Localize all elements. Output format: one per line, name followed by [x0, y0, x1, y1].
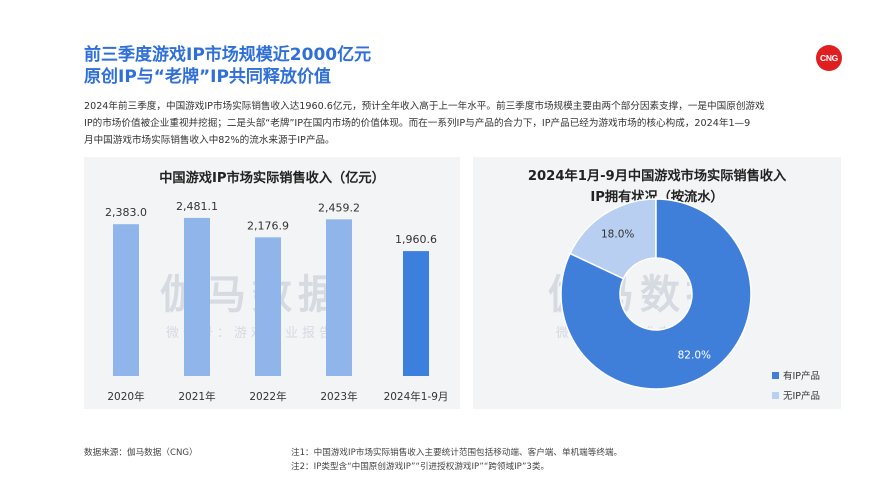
bar-value-label-4: 1,960.6: [395, 233, 437, 246]
donut-slice-0: [560, 198, 752, 390]
bar-chart-title: 中国游戏IP市场实际销售收入（亿元）: [159, 171, 385, 186]
footnote-1: 注1：中国游戏IP市场实际销售收入主要统计范围包括移动端、客户端、单机端等终端。: [291, 448, 623, 458]
page-title: 前三季度游戏IP市场规模近2000亿元 原创IP与“老牌”IP共同释放价值: [84, 44, 371, 88]
intro-paragraph: 2024年前三季度，中国游戏IP市场实际销售收入达1960.6亿元，预计全年收入…: [84, 98, 824, 149]
category-label-2: 2022年: [249, 390, 286, 403]
donut-value-label-1: 18.0%: [601, 229, 634, 241]
intro-line-1: 2024年前三季度，中国游戏IP市场实际销售收入达1960.6亿元，预计全年收入…: [84, 101, 765, 112]
bar-value-label-0: 2,383.0: [105, 206, 147, 219]
bar-value-label-1: 2,481.1: [176, 200, 218, 213]
data-source: 数据来源：伽马数据（CNG）: [84, 448, 198, 458]
legend-label-0: 有IP产品: [783, 370, 820, 382]
bar-value-label-2: 2,176.9: [247, 219, 289, 232]
category-label-4: 2024年1-9月: [384, 390, 449, 403]
legend-swatch-1: [772, 392, 779, 399]
category-label-1: 2021年: [178, 390, 215, 403]
cng-logo: CNG: [816, 45, 842, 71]
donut-slice-1: [569, 198, 657, 280]
legend-label-1: 无IP产品: [783, 390, 820, 402]
donut-chart-title: 2024年1月-9月中国游戏市场实际销售收入 IP拥有状况（按流水）: [473, 166, 841, 208]
bar-4: [403, 251, 429, 376]
title-line-2: 原创IP与“老牌”IP共同释放价值: [84, 67, 331, 87]
footnote-2: 注2：IP类型含“中国原创游戏IP”“引进授权游戏IP”“跨领域IP”3类。: [291, 462, 550, 472]
title-line-1: 前三季度游戏IP市场规模近2000亿元: [84, 45, 372, 65]
category-label-0: 2020年: [107, 390, 144, 403]
donut-title-line-2: IP拥有状况（按流水）: [590, 190, 724, 205]
intro-line-2: IP的市场价值被企业重视并挖掘；二是头部“老牌”IP在国内市场的价值体现。而在一…: [84, 118, 751, 129]
bar-2: [255, 237, 281, 376]
legend-swatch-0: [772, 372, 779, 379]
bar-value-label-3: 2,459.2: [318, 201, 360, 214]
bar-1: [184, 217, 210, 376]
donut-title-line-1: 2024年1月-9月中国游戏市场实际销售收入: [527, 169, 787, 184]
logo-text: CNG: [820, 53, 838, 63]
category-label-3: 2023年: [320, 390, 357, 403]
donut-value-label-0: 82.0%: [678, 349, 711, 361]
intro-line-3: 月中国游戏市场实际销售收入中82%的流水来源于IP产品。: [84, 135, 335, 146]
bar-0: [113, 224, 139, 376]
bar-3: [326, 219, 352, 376]
